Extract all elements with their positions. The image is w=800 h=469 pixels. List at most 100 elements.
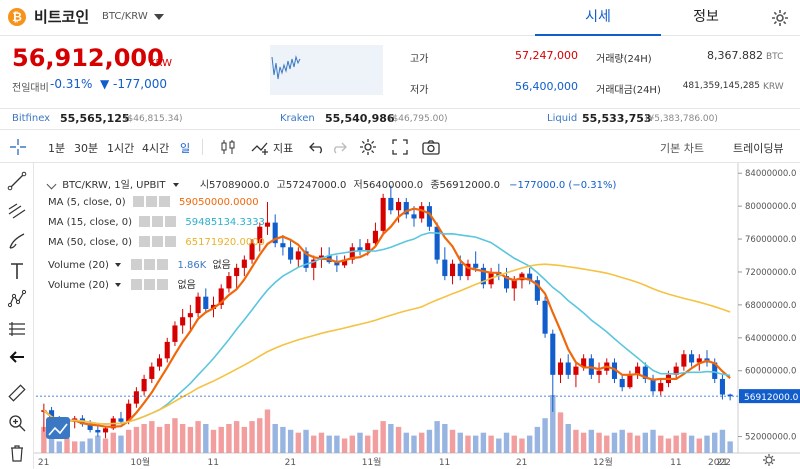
exchange-name[interactable]: Liquid [547,113,578,124]
legend-buttons[interactable] [139,216,178,228]
ruler-icon[interactable] [7,383,27,403]
legend-low: 저56400000.0 [353,180,424,191]
change-percent: -0.31% [50,77,93,91]
volume-bar [318,432,325,453]
chevron-down-icon[interactable] [172,183,179,187]
candle-body [195,296,201,314]
tab-price[interactable]: 시세 [535,0,661,36]
coin-name[interactable]: 비트코인 [34,8,90,26]
eye-icon[interactable] [139,236,151,247]
zoom-in-icon[interactable] [7,413,27,433]
settings-icon[interactable] [152,216,164,227]
volume-bar [588,429,595,453]
x-tick-label: 2022 [708,458,731,468]
legend-buttons[interactable] [131,259,170,271]
brush-icon[interactable] [7,231,27,251]
interval-4h[interactable]: 4시간 [142,142,170,155]
gear-icon[interactable] [770,8,790,28]
candle-body [288,247,294,260]
volume-bar [203,424,209,453]
divider [202,139,203,155]
candle-body [719,378,725,395]
low-label: 저가 [410,85,429,96]
settings-icon[interactable] [358,137,378,157]
fib-icon[interactable] [7,201,27,221]
candle-body [87,424,93,430]
indicator-icon[interactable] [250,137,270,157]
legend-buttons[interactable] [132,196,172,208]
exchange-price: 55,533,753 [582,112,652,125]
close-icon[interactable] [165,236,177,247]
volume-bar [372,429,379,453]
candle-body [249,243,255,260]
close-icon[interactable] [158,196,170,207]
interval-30m[interactable]: 30분 [74,142,99,155]
candle-body [311,259,317,268]
amount-label: 거래대금(24H) [596,85,661,96]
volume-bar [688,435,695,453]
volume-bar [519,438,525,453]
pattern-icon[interactable] [7,289,27,309]
volume-bar [226,424,232,453]
settings-icon[interactable] [144,279,156,291]
close-icon[interactable] [157,259,169,271]
coin-pair[interactable]: BTC/KRW [102,11,148,22]
ma5-value: 59050000.0000 [179,196,259,208]
candle-body [519,273,525,281]
eye-icon[interactable] [139,216,151,227]
close-icon[interactable] [165,216,177,227]
candle-body [226,276,232,289]
chevron-down-icon[interactable] [154,14,164,20]
chart-canvas[interactable]: 56912000.0 84000000.0 80000000.0 76000000.0… [34,163,800,469]
redo-icon[interactable] [329,137,349,157]
candle-body [596,370,602,375]
settings-icon[interactable] [152,236,164,247]
undo-icon[interactable] [307,137,327,157]
tab-info[interactable]: 정보 [693,9,719,25]
candle-body [303,251,309,268]
measure-grid-icon[interactable] [7,319,27,339]
trash-icon[interactable] [7,443,27,463]
eye-icon[interactable] [131,259,143,271]
legend-buttons[interactable] [139,236,178,248]
exchange-name[interactable]: Bitfinex [12,113,51,124]
volume-bar [727,441,733,453]
candle-style-icon[interactable] [218,137,238,157]
chevron-down-icon[interactable] [115,263,122,267]
ma50-legend: MA (50, close, 0) 65171920.0000 [48,236,265,248]
amount-value: 481,359,145,285 [682,81,760,91]
candle-body [457,263,463,277]
interval-1d[interactable]: 일 [180,142,191,155]
back-arrow-icon[interactable] [7,347,27,367]
text-icon[interactable] [7,261,27,281]
legend-buttons[interactable] [131,279,170,291]
volume-bar [449,429,456,453]
interval-1h[interactable]: 1시간 [107,142,135,155]
eye-icon[interactable] [132,196,144,207]
volume-bar [48,438,55,453]
current-price-tag [739,389,800,404]
close-icon[interactable] [157,279,169,291]
volume-bar [287,429,294,453]
settings-icon[interactable] [144,259,156,271]
basic-chart-button[interactable]: 기본 차트 [660,142,704,155]
trendline-icon[interactable] [7,171,27,191]
interval-1m[interactable]: 1분 [48,142,66,155]
exchange-name[interactable]: Kraken [280,113,315,124]
volume-bar [542,418,548,453]
settings-icon[interactable] [145,196,157,207]
volume-bar [650,429,656,453]
tradingview-button[interactable]: 트레이딩뷰 [733,142,784,155]
indicator-button[interactable]: 지표 [273,142,294,155]
price-chart[interactable]: 56912000.0 84000000.0 80000000.0 76000000.0… [34,163,800,469]
volume-bar [133,426,140,453]
volume-value: 1.86K [177,260,207,271]
camera-icon[interactable] [421,137,441,157]
candle-body [727,394,733,397]
crosshair-icon[interactable] [8,137,28,157]
fullscreen-icon[interactable] [390,137,410,157]
axis-settings-icon [765,456,773,464]
collapse-chevron-icon[interactable] [46,179,57,190]
chevron-down-icon[interactable] [115,283,122,287]
eye-icon[interactable] [131,279,143,291]
